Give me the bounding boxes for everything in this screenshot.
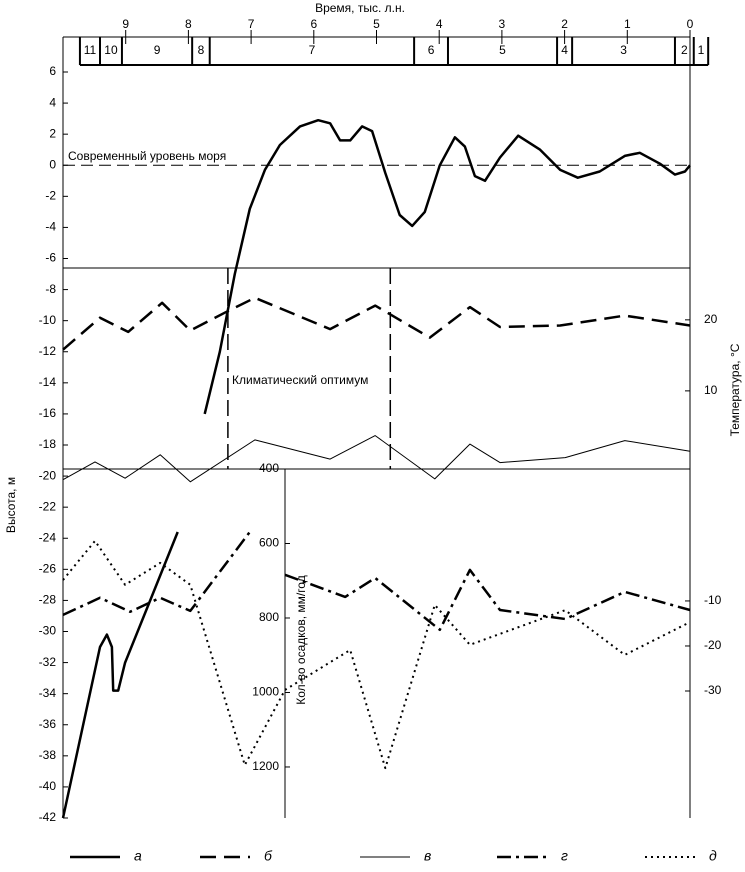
x-tick-label: 5 [373,17,380,31]
tick-label: 1200 [252,759,279,773]
tick-label: -40 [39,779,57,793]
annotation: Современный уровень моря [68,149,226,163]
tick-label: -20 [39,468,57,482]
tick-label: -30 [704,683,722,697]
x-tick-label: 1 [624,17,631,31]
y2-axis-label: Температура, °С [728,343,742,436]
tick-label: 600 [259,536,279,550]
series-line [62,531,691,632]
tick-label: -14 [39,375,57,389]
x-axis-label: Время, тыс. л.н. [315,1,405,15]
tick-label: -30 [39,624,57,638]
x-tick-label: 2 [561,17,568,31]
x-tick-label: 3 [499,17,506,31]
legend-label: б [264,848,273,864]
series-line [62,539,691,770]
y-axis-label: Высота, м [4,477,18,533]
legend-label: в [424,848,431,864]
x-tick-label: 6 [310,17,317,31]
legend-label: г [561,848,568,864]
x-tick-label: 0 [687,17,694,31]
tick-label: -8 [45,282,56,296]
tick-label: -18 [39,437,57,451]
tick-label: 2 [49,126,56,140]
zone-label: 6 [428,43,435,57]
tick-label: -42 [39,810,57,824]
tick-label: 400 [259,461,279,475]
tick-label: 10 [704,383,718,397]
tick-label: -28 [39,593,57,607]
zone-label: 2 [681,43,688,57]
tick-label: -24 [39,530,57,544]
tick-label: -32 [39,655,57,669]
x-tick-label: 4 [436,17,443,31]
tick-label: -36 [39,717,57,731]
zone-label: 7 [309,43,316,57]
tick-label: -12 [39,344,57,358]
x-tick-label: 7 [248,17,255,31]
x-tick-label: 9 [122,17,129,31]
zone-label: 4 [561,43,568,57]
tick-label: -10 [39,313,57,327]
tick-label: 4 [49,95,56,109]
tick-label: -20 [704,638,722,652]
series-line [62,296,691,351]
tick-label: 6 [49,64,56,78]
series-line [62,435,691,483]
tick-label: -34 [39,686,57,700]
tick-label: -26 [39,562,57,576]
annotation: Климатический оптимум [232,373,368,387]
x-tick-label: 8 [185,17,192,31]
tick-label: -10 [704,593,722,607]
tick-label: -38 [39,748,57,762]
tick-label: -4 [45,220,56,234]
legend-label: д [709,848,717,864]
tick-label: 800 [259,610,279,624]
tick-label: -6 [45,251,56,265]
series-line [61,118,691,819]
zone-label: 1 [698,43,705,57]
zone-label: 3 [620,43,627,57]
tick-label: 1000 [252,685,279,699]
zone-label: 11 [84,43,97,57]
zone-label: 8 [198,43,205,57]
tick-label: -22 [39,499,57,513]
legend-label: а [134,848,142,864]
tick-label: 20 [704,312,718,326]
tick-label: -2 [45,189,56,203]
zone-label: 10 [104,43,118,57]
precip-axis-label: Кол-во осадков, мм/год [294,575,308,704]
tick-label: 0 [49,157,56,171]
tick-label: -16 [39,406,57,420]
zone-label: 9 [154,43,161,57]
zone-label: 5 [499,43,506,57]
